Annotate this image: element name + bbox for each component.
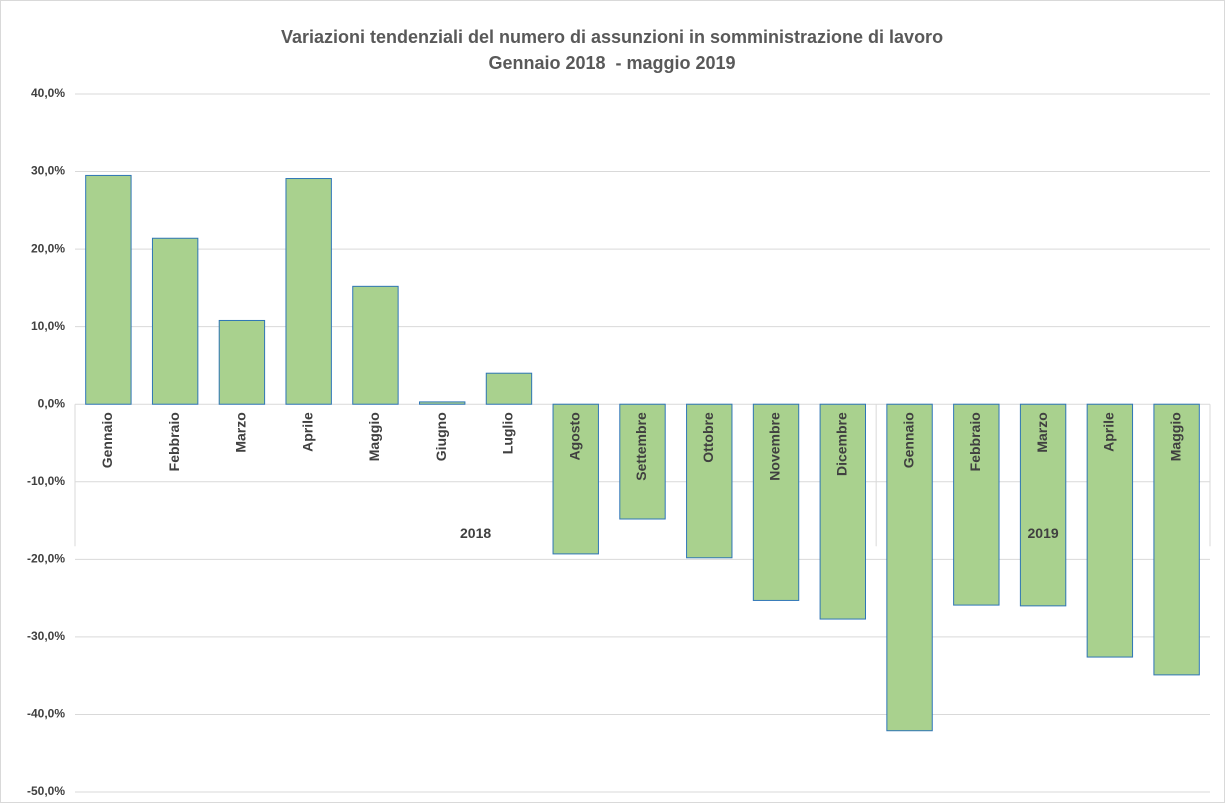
x-tick-label: Agosto <box>566 412 582 460</box>
x-tick-label: Febbraio <box>967 412 983 471</box>
x-tick-label: Maggio <box>1167 412 1183 461</box>
bar <box>552 403 599 555</box>
bar <box>953 403 1000 606</box>
x-tick-label: Aprile <box>299 412 315 452</box>
bar <box>419 401 466 405</box>
x-tick-label: Luglio <box>500 412 516 454</box>
bar <box>352 285 399 405</box>
x-tick-label: Marzo <box>1034 412 1050 452</box>
y-tick-label: 10,0% <box>31 319 65 333</box>
bar <box>285 178 332 405</box>
y-tick-label: -50,0% <box>27 784 65 798</box>
x-group-label: 2019 <box>1028 525 1059 541</box>
bar <box>151 237 199 405</box>
bar <box>752 403 800 601</box>
x-tick-label: Settembre <box>633 412 649 481</box>
x-group-label: 2018 <box>460 525 491 541</box>
bar <box>218 319 266 405</box>
bar <box>1086 403 1134 658</box>
chart-subtitle: Gennaio 2018 - maggio 2019 <box>488 53 735 73</box>
bar <box>619 403 666 520</box>
bar <box>485 372 533 405</box>
bar <box>686 403 733 559</box>
x-tick-label: Dicembre <box>833 412 849 476</box>
x-tick-label: Novembre <box>767 412 783 481</box>
bar <box>1153 403 1200 676</box>
bar <box>886 403 933 732</box>
bar <box>819 403 866 620</box>
x-tick-label: Aprile <box>1101 412 1117 452</box>
x-tick-label: Gennaio <box>99 412 115 468</box>
y-tick-label: 30,0% <box>31 164 65 178</box>
bar <box>1019 403 1067 607</box>
y-tick-label: -40,0% <box>27 707 65 721</box>
y-tick-label: -30,0% <box>27 629 65 643</box>
y-tick-label: -10,0% <box>27 474 65 488</box>
x-tick-label: Maggio <box>366 412 382 461</box>
y-tick-label: 0,0% <box>38 396 66 410</box>
bar <box>85 174 132 405</box>
y-tick-label: 20,0% <box>31 241 65 255</box>
x-tick-label: Ottobre <box>700 412 716 463</box>
x-tick-label: Febbraio <box>166 412 182 471</box>
x-tick-label: Gennaio <box>900 412 916 468</box>
y-tick-label: -20,0% <box>27 552 65 566</box>
x-tick-label: Giugno <box>433 412 449 461</box>
chart-title: Variazioni tendenziali del numero di ass… <box>281 27 943 47</box>
y-tick-label: 40,0% <box>31 86 65 100</box>
x-tick-label: Marzo <box>233 412 249 452</box>
